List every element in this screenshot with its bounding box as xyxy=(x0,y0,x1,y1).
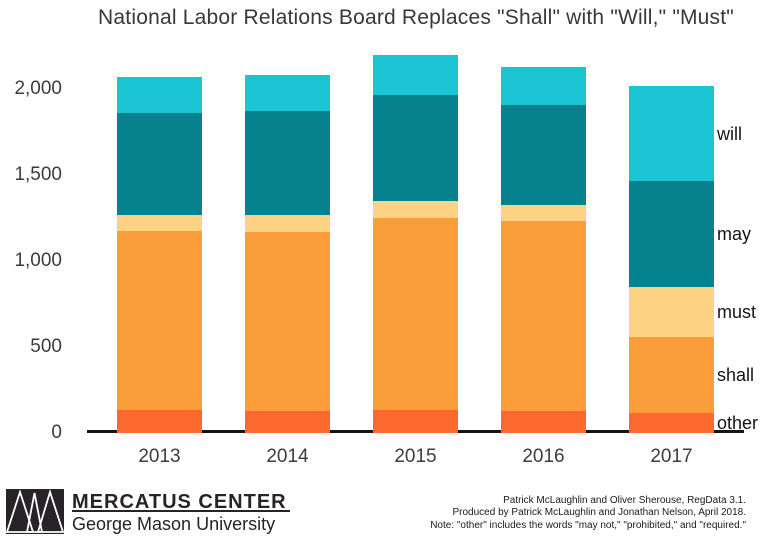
series-label-shall: shall xyxy=(717,365,755,386)
bar-segment-may-2015 xyxy=(373,95,458,202)
credits-line-produced: Produced by Patrick McLaughlin and Jonat… xyxy=(452,507,746,519)
bar-segment-shall-2016 xyxy=(501,220,586,411)
bar-segment-may-2013 xyxy=(117,113,202,215)
bar-segment-will-2017 xyxy=(629,85,714,182)
bar-segment-must-2015 xyxy=(373,201,458,219)
bar-segment-will-2016 xyxy=(501,67,586,105)
bar-segment-other-2013 xyxy=(117,409,202,433)
bar-segment-must-2013 xyxy=(117,214,202,232)
mercatus-wordmark: MERCATUS CENTER xyxy=(72,491,287,513)
x-axis-label-2016: 2016 xyxy=(522,446,565,467)
bar-segment-will-2014 xyxy=(245,74,330,111)
credits-line-note: Note: "other" includes the words "may no… xyxy=(430,519,746,531)
bar-segment-shall-2014 xyxy=(245,231,330,411)
bar-segment-must-2016 xyxy=(501,204,586,221)
series-label-will: will xyxy=(717,123,742,144)
x-axis-label-2013: 2013 xyxy=(138,446,181,467)
credits-block: Patrick McLaughlin and Oliver Sherouse, … xyxy=(430,495,746,532)
bar-segment-may-2016 xyxy=(501,104,586,205)
gmu-wordmark: George Mason University xyxy=(72,514,276,534)
bar-segment-shall-2015 xyxy=(373,218,458,410)
bar-segment-may-2017 xyxy=(629,181,714,287)
series-label-must: must xyxy=(717,301,757,322)
bar-segment-will-2015 xyxy=(373,55,458,96)
y-axis-tick-label: 0 xyxy=(51,422,62,443)
y-axis-tick-label: 2,000 xyxy=(14,78,62,100)
series-label-other: other xyxy=(717,413,759,434)
credits-line-source: Patrick McLaughlin and Oliver Sherouse, … xyxy=(503,495,746,506)
bar-segment-must-2014 xyxy=(245,214,330,232)
y-axis-tick-label: 500 xyxy=(30,336,62,358)
bar-segment-other-2017 xyxy=(629,413,714,433)
logo-divider xyxy=(72,510,290,512)
bar-segment-shall-2017 xyxy=(629,336,714,414)
x-axis-label-2017: 2017 xyxy=(650,446,693,467)
x-axis-label-2014: 2014 xyxy=(266,446,309,467)
bar-segment-other-2014 xyxy=(245,410,330,433)
bar-segment-must-2017 xyxy=(629,286,714,337)
bar-segment-may-2014 xyxy=(245,110,330,215)
bar-segment-will-2013 xyxy=(117,76,202,114)
bar-segment-other-2016 xyxy=(501,410,586,433)
y-axis-tick-label: 1,500 xyxy=(14,164,62,186)
mercatus-logo-icon xyxy=(6,489,64,534)
y-axis-tick-label: 1,000 xyxy=(14,250,62,272)
chart-title: National Labor Relations Board Replaces … xyxy=(98,6,734,29)
series-label-may: may xyxy=(717,224,752,245)
x-axis-label-2015: 2015 xyxy=(394,446,437,467)
bar-segment-shall-2013 xyxy=(117,231,202,410)
bar-segment-other-2015 xyxy=(373,409,458,433)
